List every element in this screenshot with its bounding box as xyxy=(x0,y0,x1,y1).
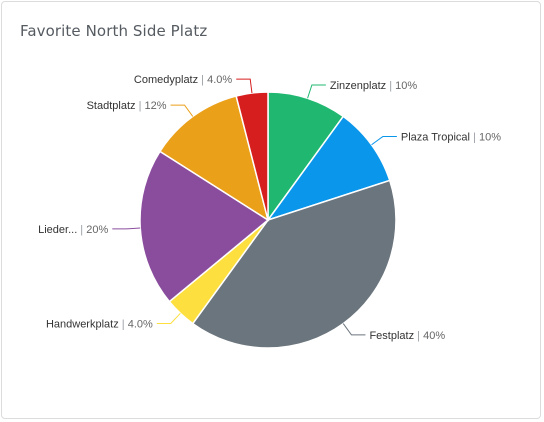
slice-label: Plaza Tropical | 10% xyxy=(401,132,501,144)
slice-label-separator: | xyxy=(119,319,128,331)
slice-label-name: Stadtplatz xyxy=(87,100,136,112)
leader-line xyxy=(236,78,253,94)
slice-label: Zinzenplatz | 10% xyxy=(330,80,417,92)
slice-label: Comedyplatz | 4.0% xyxy=(134,74,232,86)
slice-label-separator: | xyxy=(77,224,86,236)
slice-label: Stadtplatz | 12% xyxy=(87,100,167,112)
slice-label: Festplatz | 40% xyxy=(369,330,445,342)
pie-slice-festplatz[interactable] xyxy=(191,179,397,349)
pie-slice-plaza-tropical[interactable] xyxy=(266,115,391,222)
leader-line xyxy=(371,136,397,146)
slice-label-name: Festplatz xyxy=(369,330,414,342)
slice-label: Handwerkplatz | 4.0% xyxy=(46,319,153,331)
slice-label-separator: | xyxy=(470,132,479,144)
pie-slice-stadtplatz[interactable] xyxy=(158,95,270,222)
pie-slice-comedyplatz[interactable] xyxy=(235,91,269,221)
slice-label-separator: | xyxy=(198,74,207,86)
slice-label-name: Lieder... xyxy=(38,224,77,236)
leader-line xyxy=(170,104,194,117)
slice-label-value: 12% xyxy=(145,100,167,112)
slice-label: Lieder... | 20% xyxy=(38,224,108,236)
slice-label-value: 4.0% xyxy=(128,319,153,331)
slice-label-name: Zinzenplatz xyxy=(330,80,386,92)
slice-label-value: 20% xyxy=(86,224,108,236)
leader-line xyxy=(307,84,326,99)
leader-line xyxy=(342,323,366,336)
leader-line xyxy=(112,227,141,230)
slice-label-value: 10% xyxy=(395,80,417,92)
chart-title: Favorite North Side Platz xyxy=(20,22,208,40)
slice-label-separator: | xyxy=(386,80,395,92)
slice-label-separator: | xyxy=(414,330,423,342)
leader-line xyxy=(156,312,181,325)
slice-label-name: Handwerkplatz xyxy=(46,319,119,331)
pie-slice-zinzenplatz[interactable] xyxy=(267,91,345,223)
slice-label-separator: | xyxy=(136,100,145,112)
slice-label-value: 4.0% xyxy=(207,74,232,86)
slice-label-name: Comedyplatz xyxy=(134,74,198,86)
slice-label-name: Plaza Tropical xyxy=(401,132,470,144)
slice-label-value: 10% xyxy=(479,132,501,144)
slice-label-value: 40% xyxy=(423,330,445,342)
